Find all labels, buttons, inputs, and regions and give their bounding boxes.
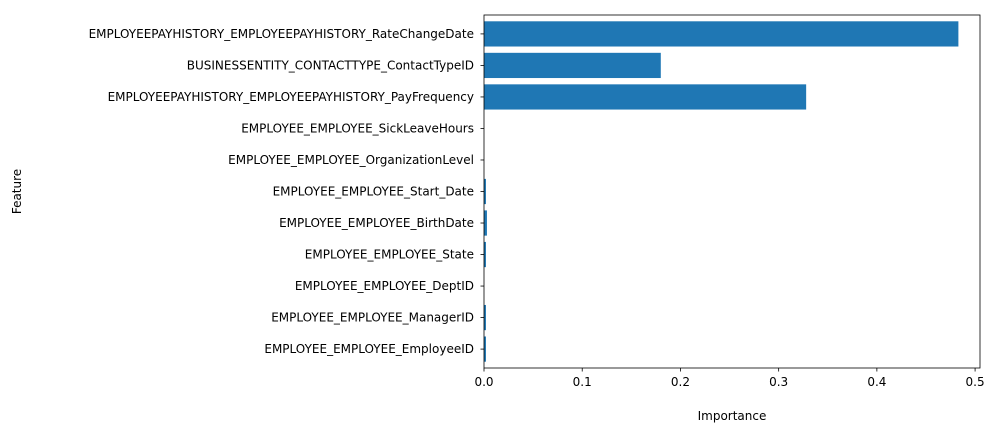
bar-10: [484, 304, 486, 331]
y-tick-label: EMPLOYEE_EMPLOYEE_DeptID: [295, 279, 474, 293]
x-tick-label: 0.1: [573, 375, 592, 389]
y-tick-label: EMPLOYEEPAYHISTORY_EMPLOYEEPAYHISTORY_Pa…: [108, 90, 474, 104]
x-tick-label: 0.2: [671, 375, 690, 389]
bar-1: [484, 21, 959, 47]
x-axis-title: Importance: [698, 409, 767, 423]
bar-6: [484, 178, 486, 205]
y-tick-label: EMPLOYEEPAYHISTORY_EMPLOYEEPAYHISTORY_Ra…: [89, 27, 474, 41]
x-tick-label: 0.4: [867, 375, 886, 389]
x-tick-label: 0.5: [966, 375, 985, 389]
bars-group: [484, 21, 959, 362]
x-tick-label: 0.0: [474, 375, 493, 389]
y-ticks-group: EMPLOYEEPAYHISTORY_EMPLOYEEPAYHISTORY_Ra…: [89, 27, 484, 356]
bar-2: [484, 52, 661, 79]
y-tick-label: EMPLOYEE_EMPLOYEE_EmployeeID: [264, 342, 474, 356]
y-tick-label: EMPLOYEE_EMPLOYEE_Start_Date: [273, 185, 474, 199]
y-tick-label: EMPLOYEE_EMPLOYEE_SickLeaveHours: [241, 121, 474, 135]
x-tick-label: 0.3: [769, 375, 788, 389]
plot-frame: [483, 14, 981, 369]
bar-8: [484, 241, 486, 268]
y-tick-label: EMPLOYEE_EMPLOYEE_State: [305, 248, 474, 262]
y-tick-label: BUSINESSENTITY_CONTACTTYPE_ContactTypeID: [187, 58, 474, 72]
bar-3: [484, 84, 807, 110]
x-ticks-group: 0.0 0.1 0.2 0.3 0.4 0.5: [474, 368, 985, 389]
bar-7: [484, 210, 487, 236]
y-tick-label: EMPLOYEE_EMPLOYEE_OrganizationLevel: [228, 153, 474, 167]
y-axis-title: Feature: [10, 169, 24, 214]
y-tick-label: EMPLOYEE_EMPLOYEE_BirthDate: [279, 216, 474, 230]
bar-11: [484, 336, 486, 362]
y-tick-label: EMPLOYEE_EMPLOYEE_ManagerID: [271, 311, 474, 325]
